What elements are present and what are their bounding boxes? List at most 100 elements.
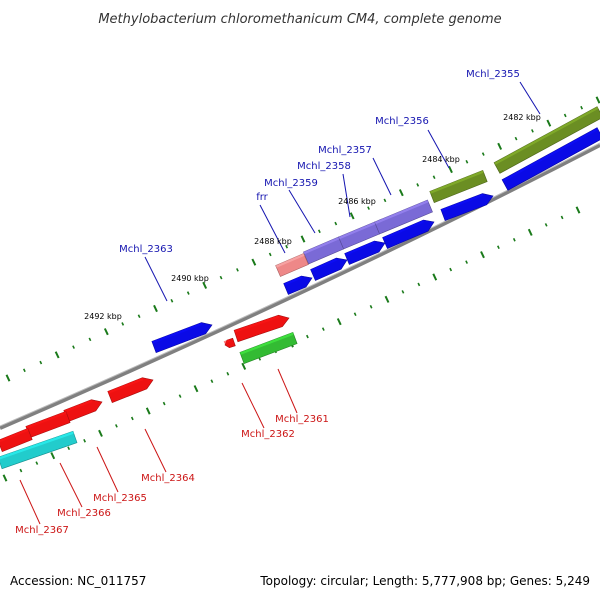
gene-label-mchl-2355[interactable]: Mchl_2355 (466, 69, 520, 80)
minor-tick (22, 368, 26, 373)
gene-label-mchl-2361[interactable]: Mchl_2361 (275, 414, 329, 425)
minor-tick (369, 304, 373, 309)
leader-line-mchl-2364 (144, 428, 167, 473)
leader-line-mchl-2355 (519, 81, 541, 115)
minor-tick (432, 175, 436, 180)
tick-label-2490: 2490 kbp (171, 274, 209, 283)
minor-tick (514, 136, 518, 141)
minor-tick (186, 291, 190, 295)
cds-mchl-2355-lower[interactable] (501, 127, 600, 191)
major-tick (300, 235, 306, 243)
minor-tick (268, 252, 272, 257)
minor-tick (67, 446, 71, 451)
minor-tick (19, 468, 23, 473)
outer-tick-ring (5, 96, 600, 382)
tick-label-2488: 2488 kbp (254, 237, 292, 246)
major-tick (595, 96, 600, 104)
tick-labels: 2482 kbp 2484 kbp 2486 kbp 2488 kbp 2490 kbp… (84, 113, 541, 321)
cds-blue-2359-lower[interactable] (310, 257, 348, 281)
cds-blue-frr-lower[interactable] (283, 275, 313, 295)
cds-blue-2358-lower[interactable] (344, 240, 386, 265)
gene-label-mchl-2358[interactable]: Mchl_2358 (297, 161, 351, 172)
gene-label-mchl-2364[interactable]: Mchl_2364 (141, 473, 195, 484)
cds-frr[interactable] (275, 253, 309, 277)
cds-mchl-2364[interactable] (107, 377, 154, 403)
minor-tick (83, 438, 86, 443)
feature-tracks (0, 106, 600, 470)
gene-label-mchl-2366[interactable]: Mchl_2366 (57, 508, 111, 519)
leader-line-mchl-2367 (19, 479, 41, 525)
cds-mchl-2356-lower[interactable] (440, 193, 494, 221)
gene-label-mchl-2363[interactable]: Mchl_2363 (119, 244, 173, 255)
cds-mchl-2361[interactable] (233, 314, 290, 343)
major-tick (480, 251, 485, 259)
minor-tick (544, 223, 548, 227)
genome-summary-text: Topology: circular; Length: 5,777,908 bp… (259, 574, 590, 588)
minor-tick (367, 206, 370, 210)
label-leader-lines (19, 81, 541, 525)
inner-tick-ring (2, 206, 581, 482)
gene-label-mchl-2357[interactable]: Mchl_2357 (318, 145, 372, 156)
cds-cyan-lower[interactable] (0, 430, 78, 470)
gene-label-mchl-2365[interactable]: Mchl_2365 (93, 493, 147, 504)
leader-line-mchl-2356 (427, 129, 450, 169)
cds-mchl-2356[interactable] (429, 170, 488, 203)
minor-tick (210, 379, 214, 384)
minor-tick (334, 221, 338, 226)
minor-tick (465, 159, 469, 164)
minor-tick (563, 113, 567, 118)
major-tick (546, 119, 552, 127)
major-tick (202, 281, 208, 289)
minor-tick (35, 461, 39, 465)
major-tick (5, 374, 11, 382)
accession-text: Accession: NC_011757 (10, 574, 146, 588)
cds-blue-2357-lower[interactable] (382, 219, 435, 249)
minor-tick (162, 401, 166, 406)
leader-line-mchl-2362 (241, 382, 265, 429)
leader-line-mchl-2365 (96, 446, 119, 493)
major-tick (50, 452, 56, 460)
major-tick (432, 273, 438, 281)
major-tick (448, 165, 453, 174)
minor-tick (88, 337, 92, 342)
cds-mchl-2359[interactable] (303, 236, 344, 265)
minor-tick (39, 360, 43, 365)
major-tick (336, 318, 342, 326)
minor-tick (417, 282, 421, 287)
gene-label-frr[interactable]: frr (256, 192, 268, 203)
gene-label-mchl-2367[interactable]: Mchl_2367 (15, 525, 69, 536)
minor-tick (383, 198, 387, 203)
minor-tick (170, 298, 174, 303)
cds-mchl-2365[interactable] (63, 399, 103, 422)
cds-mchl-2367[interactable] (0, 428, 33, 452)
major-tick (251, 258, 257, 266)
major-tick (103, 328, 109, 336)
minor-tick (560, 215, 564, 220)
minor-tick (449, 267, 453, 272)
major-tick (497, 142, 503, 150)
tick-label-2484: 2484 kbp (422, 155, 460, 164)
minor-tick (115, 424, 118, 428)
cds-mchl-2355[interactable] (493, 106, 600, 174)
cds-mchl-2362-tip[interactable] (223, 337, 236, 349)
minor-tick (580, 105, 584, 110)
leader-line-mchl-2359 (288, 189, 316, 234)
minor-tick (416, 183, 420, 187)
minor-tick (226, 371, 230, 376)
minor-tick (178, 394, 182, 398)
tick-label-2486: 2486 kbp (338, 197, 376, 206)
backbone-line (0, 143, 600, 430)
minor-tick (236, 268, 239, 272)
leader-line-frr (259, 204, 286, 254)
leader-line-mchl-2358 (342, 173, 351, 218)
major-tick (145, 407, 151, 415)
cds-mchl-2363[interactable] (151, 322, 213, 353)
leader-line-mchl-2361 (277, 368, 298, 414)
gene-label-mchl-2356[interactable]: Mchl_2356 (375, 116, 429, 127)
gene-label-mchl-2362[interactable]: Mchl_2362 (241, 429, 295, 440)
cds-mchl-2362[interactable] (239, 332, 298, 364)
major-tick (575, 206, 581, 214)
major-tick (2, 474, 8, 482)
gene-label-mchl-2359[interactable]: Mchl_2359 (264, 178, 318, 189)
